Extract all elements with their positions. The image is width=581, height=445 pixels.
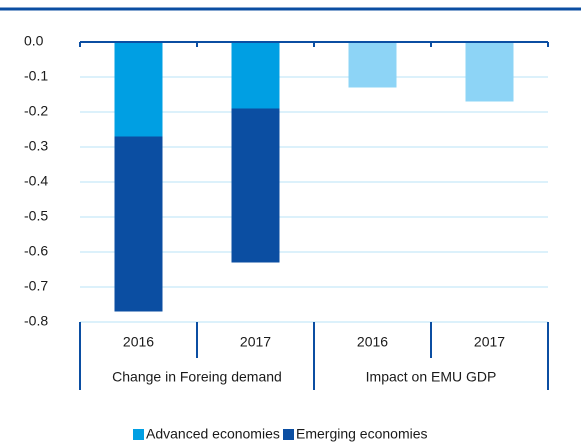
legend-swatch bbox=[283, 429, 294, 440]
y-tick-label: -0.6 bbox=[24, 243, 48, 259]
x-tick-label: 2017 bbox=[240, 334, 271, 350]
legend-swatch bbox=[133, 429, 144, 440]
x-tick-label: 2016 bbox=[357, 334, 388, 350]
y-tick-label: -0.3 bbox=[24, 138, 48, 154]
y-tick-label: -0.8 bbox=[24, 313, 48, 329]
bar bbox=[231, 42, 280, 109]
y-tick-label: -0.4 bbox=[24, 173, 48, 189]
bar bbox=[465, 42, 514, 102]
legend-label: Advanced economies bbox=[146, 426, 280, 442]
bar bbox=[231, 108, 280, 263]
legend-label: Emerging economies bbox=[296, 426, 428, 442]
bar bbox=[348, 42, 397, 88]
y-tick-label: -0.2 bbox=[24, 103, 48, 119]
y-tick-label: -0.5 bbox=[24, 208, 48, 224]
bar bbox=[114, 42, 163, 137]
bar bbox=[114, 136, 163, 312]
group-label: Impact on EMU GDP bbox=[366, 369, 497, 385]
y-tick-label: 0.0 bbox=[24, 33, 44, 49]
x-tick-label: 2016 bbox=[123, 334, 154, 350]
y-tick-label: -0.7 bbox=[24, 278, 48, 294]
group-label: Change in Foreing demand bbox=[112, 369, 282, 385]
x-tick-label: 2017 bbox=[474, 334, 505, 350]
y-tick-label: -0.1 bbox=[24, 68, 48, 84]
